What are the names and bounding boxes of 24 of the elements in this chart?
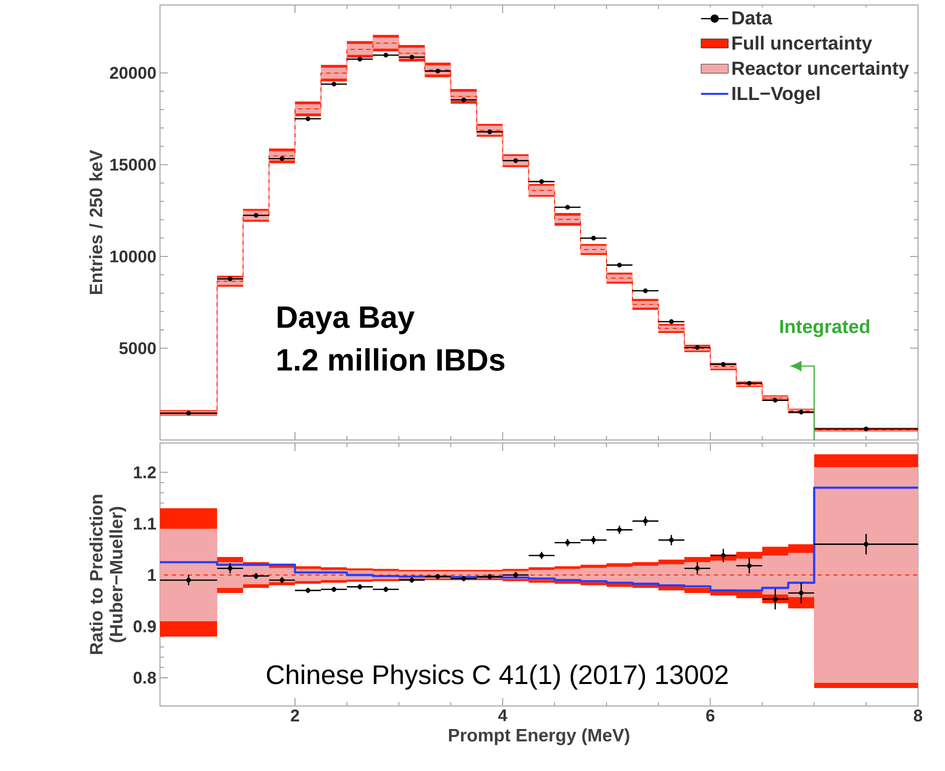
legend-label: Full uncertainty	[732, 36, 872, 54]
y-tick-label: 20000	[110, 66, 156, 79]
x-axis-title: Prompt Energy (MeV)	[449, 728, 630, 746]
x-tick-label: 4	[498, 710, 508, 722]
y-tick-label: 1.1	[134, 518, 156, 530]
y-tick-label: 5000	[119, 342, 156, 354]
text: ILL−Vogel	[732, 86, 820, 104]
annotation: 1.2 million IBDs	[278, 348, 504, 371]
y-axis-title: Ratio to Prediction (Huber−Mueller)	[89, 494, 126, 654]
y-tick-label: 15000	[110, 158, 156, 171]
annotation: Daya Bay	[278, 306, 415, 334]
y-tick-label: 0.9	[134, 620, 156, 632]
x-tick-label: 8	[914, 710, 922, 722]
annotation: Chinese Physics C 41(1) (2017) 13002	[266, 664, 728, 690]
legend-label: Reactor uncertainty	[732, 61, 909, 79]
y-axis-title: Entries / 250 keV	[89, 150, 103, 294]
annotation: Integrated	[780, 319, 870, 338]
legend-label: Data	[732, 11, 772, 25]
x-tick-label: 6	[706, 710, 714, 722]
y-tick-label: 1	[148, 569, 156, 581]
y-tick-label: 0.8	[134, 672, 156, 684]
x-tick-label: 2	[290, 710, 300, 722]
y-tick-label: 1.2	[134, 466, 156, 478]
y-tick-label: 10000	[110, 250, 156, 262]
